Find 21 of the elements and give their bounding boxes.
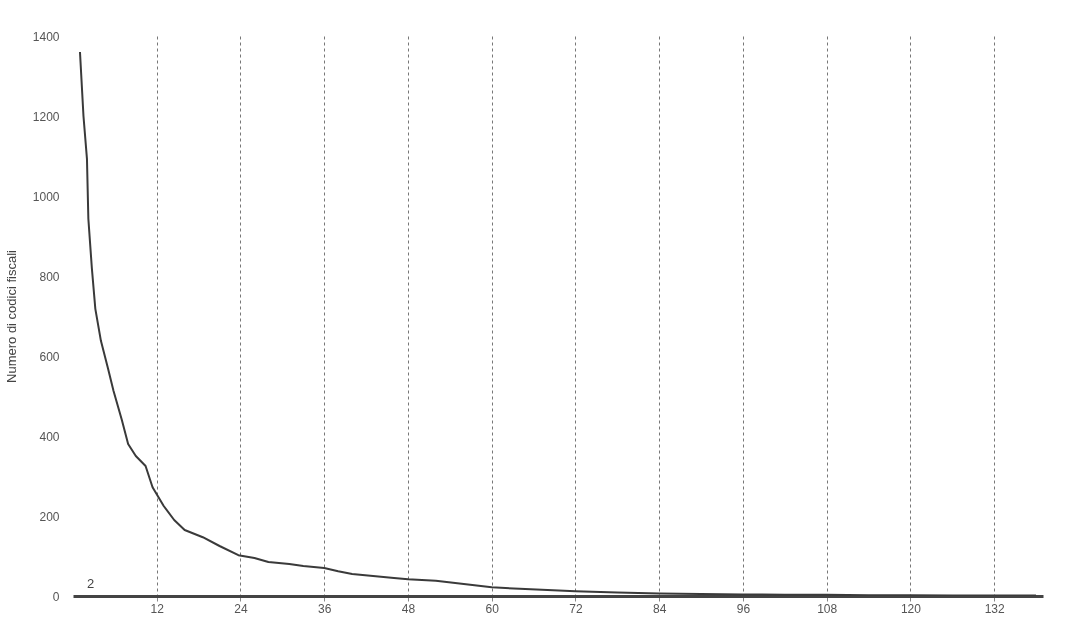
- y-tick-label: 800: [39, 269, 60, 284]
- y-tick-label: 400: [39, 429, 60, 444]
- y-tick-label: 1000: [32, 189, 60, 204]
- annotation: 2: [87, 576, 95, 591]
- y-tick-label: 1200: [32, 109, 60, 124]
- y-axis-title: Numero di codici fiscali: [3, 249, 19, 383]
- y-tick-label: 0: [52, 589, 60, 604]
- x-tick-label: 36: [318, 601, 332, 616]
- x-tick-label: 96: [736, 601, 751, 616]
- x-tick-label: 60: [485, 601, 500, 616]
- x-tick-label: 84: [653, 601, 667, 616]
- x-tick-label: 132: [984, 601, 1005, 616]
- x-tick-label: 24: [234, 601, 248, 616]
- x-tick-label: 48: [401, 601, 416, 616]
- x-tick-label: 72: [569, 601, 583, 616]
- y-tick-label: 200: [39, 509, 60, 524]
- x-tick-label: 12: [150, 601, 165, 616]
- x-tick-label: 108: [817, 601, 838, 616]
- x-tick-label: 120: [900, 601, 922, 616]
- y-tick-label: 600: [39, 349, 60, 364]
- y-tick-label: 1400: [32, 29, 60, 44]
